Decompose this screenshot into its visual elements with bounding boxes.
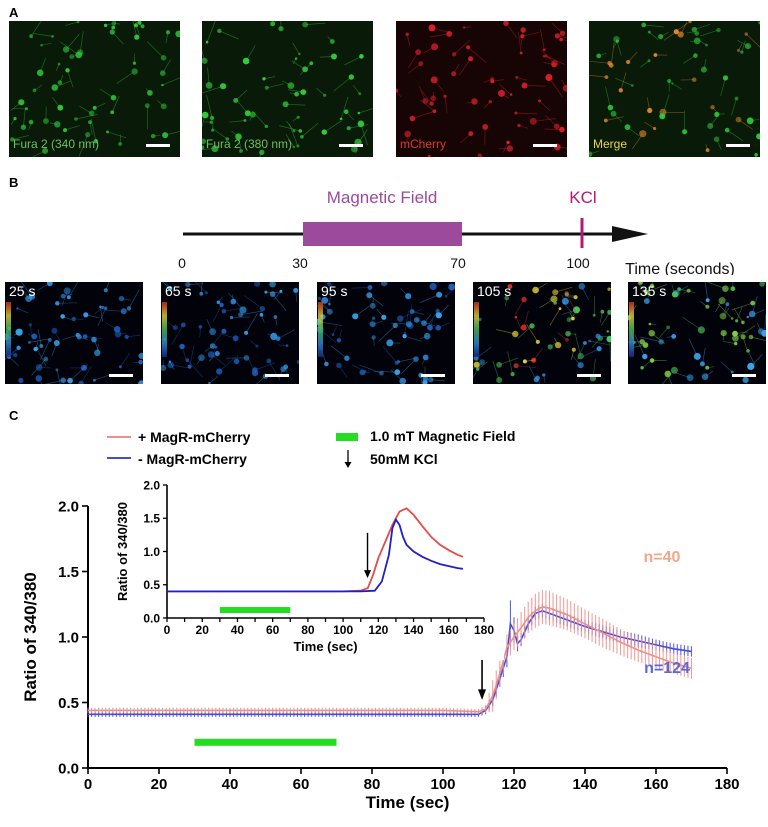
- legend-field-swatch: [336, 433, 358, 441]
- magnetic-field-bar: [303, 222, 462, 246]
- inset-x-tick-label: 100: [333, 623, 353, 637]
- legend-plus-label: + MagR-mCherry: [138, 429, 251, 445]
- main-x-tick-label: 60: [293, 776, 310, 793]
- n-plus-label: n=40: [644, 549, 681, 566]
- scale-bar: [726, 144, 750, 147]
- micrograph-1: Fura 2 (340 nm): [9, 21, 180, 157]
- timeline-diagram: Magnetic Field KCl 0 30 70 100 Time (sec…: [178, 188, 735, 275]
- main-x-tick-label: 100: [430, 776, 455, 793]
- color-scale-bar: [474, 302, 479, 357]
- main-x-tick-label: 0: [84, 776, 92, 793]
- plus-series-line: [88, 606, 692, 713]
- micrograph-2: Fura 2 (380 nm): [202, 21, 373, 157]
- color-scale-bar: [6, 302, 11, 357]
- inset-kcl-arrowhead: [364, 570, 372, 579]
- inset-x-tick-label: 40: [231, 623, 245, 637]
- ratio-frame-3: 95 s: [317, 282, 455, 384]
- inset-minus-line: [167, 517, 464, 593]
- panel-c-label: C: [9, 408, 19, 423]
- inset-y-tick-label: 1.5: [143, 512, 160, 526]
- inset-x-tick-label: 180: [474, 623, 494, 637]
- ratio-frame-2: 65 s: [161, 282, 299, 384]
- color-scale-bar: [318, 302, 323, 357]
- timeline-tick-70: 70: [450, 255, 466, 271]
- ratio-frame-4: 105 s: [473, 282, 611, 384]
- micrograph-3: mCherry: [396, 21, 567, 157]
- scale-bar: [577, 374, 601, 377]
- main-y-tick-label: 2.0: [58, 498, 79, 515]
- kcl-label: KCl: [569, 188, 596, 207]
- main-x-tick-label: 120: [501, 776, 526, 793]
- micrograph-label: Fura 2 (340 nm): [13, 137, 100, 151]
- frame-time-label: 95 s: [321, 283, 348, 299]
- calcium-ratio-chart: 0 20 40 60 80 100 120 140 160 180 0.0 0.5 1.0 1.5 2.0 T…: [21, 428, 740, 812]
- inset-y-tick-label: 0.5: [143, 578, 160, 592]
- panel-b-label: B: [9, 175, 19, 190]
- micrograph-label: Fura 2 (380 nm): [206, 137, 293, 151]
- inset-x-tick-label: 140: [404, 623, 424, 637]
- timeline-axis-label: Time (seconds): [625, 261, 735, 275]
- frame-time-label: 65 s: [165, 283, 192, 299]
- inset-y-tick-label: 2.0: [143, 478, 160, 492]
- legend-minus-label: - MagR-mCherry: [138, 451, 247, 467]
- panel-a-label: A: [9, 5, 19, 20]
- inset-field-bar: [219, 607, 291, 614]
- main-y-axis-label: Ratio of 340/380: [21, 572, 40, 701]
- main-x-tick-label: 80: [364, 776, 381, 793]
- inset-y-tick-label: 1.0: [143, 545, 160, 559]
- main-x-tick-label: 140: [572, 776, 597, 793]
- inset-y-tick-label: 0.0: [143, 611, 160, 625]
- inset-y-axis-label: Ratio of 340/380: [115, 502, 130, 601]
- main-x-tick-label: 20: [151, 776, 168, 793]
- ratio-frame-5: 135 s: [628, 282, 766, 384]
- main-x-axis-label: Time (sec): [366, 793, 450, 812]
- frame-time-label: 105 s: [477, 283, 512, 299]
- magnetic-field-label: Magnetic Field: [327, 188, 438, 207]
- main-y-tick-label: 0.0: [58, 760, 79, 777]
- inset-x-tick-label: 20: [196, 623, 210, 637]
- frame-time-label: 135 s: [632, 283, 667, 299]
- ratio-frame-1: 25 s: [5, 282, 143, 384]
- micrograph-label: mCherry: [400, 137, 447, 151]
- timeline-tick-30: 30: [292, 255, 308, 271]
- color-scale-bar: [629, 302, 634, 357]
- scale-bar: [732, 374, 756, 377]
- scale-bar: [339, 144, 363, 147]
- main-x-tick-label: 180: [714, 776, 739, 793]
- timeline-arrowhead: [612, 226, 648, 242]
- scale-bar: [533, 144, 557, 147]
- main-y-tick-label: 0.5: [58, 695, 79, 712]
- micrograph-label: Merge: [593, 137, 628, 151]
- n-minus-label: n=124: [644, 660, 690, 677]
- scale-bar: [109, 374, 133, 377]
- main-x-tick-label: 40: [222, 776, 239, 793]
- inset-x-tick-label: 0: [164, 623, 171, 637]
- scale-bar: [265, 374, 289, 377]
- main-kcl-arrowhead: [478, 689, 487, 700]
- legend-kcl-arrowhead: [344, 462, 352, 468]
- inset-x-tick-label: 80: [301, 623, 315, 637]
- timeline-tick-0: 0: [178, 255, 186, 271]
- inset-background: [97, 475, 504, 660]
- main-x-tick-label: 160: [643, 776, 668, 793]
- main-field-bar: [194, 738, 337, 746]
- main-y-tick-label: 1.5: [58, 564, 79, 581]
- legend-kcl-label: 50mM KCl: [370, 451, 438, 467]
- timeline-tick-100: 100: [566, 255, 590, 271]
- legend-field-label: 1.0 mT Magnetic Field: [370, 428, 515, 444]
- inset-x-tick-label: 60: [266, 623, 280, 637]
- scale-bar: [146, 144, 170, 147]
- inset-x-axis-label: Time (sec): [293, 639, 357, 654]
- inset-x-tick-label: 160: [439, 623, 459, 637]
- micrograph-4: Merge: [589, 21, 760, 157]
- inset-x-tick-label: 120: [368, 623, 388, 637]
- scale-bar: [421, 374, 445, 377]
- main-y-tick-label: 1.0: [58, 629, 79, 646]
- frame-time-label: 25 s: [9, 283, 36, 299]
- color-scale-bar: [162, 302, 167, 357]
